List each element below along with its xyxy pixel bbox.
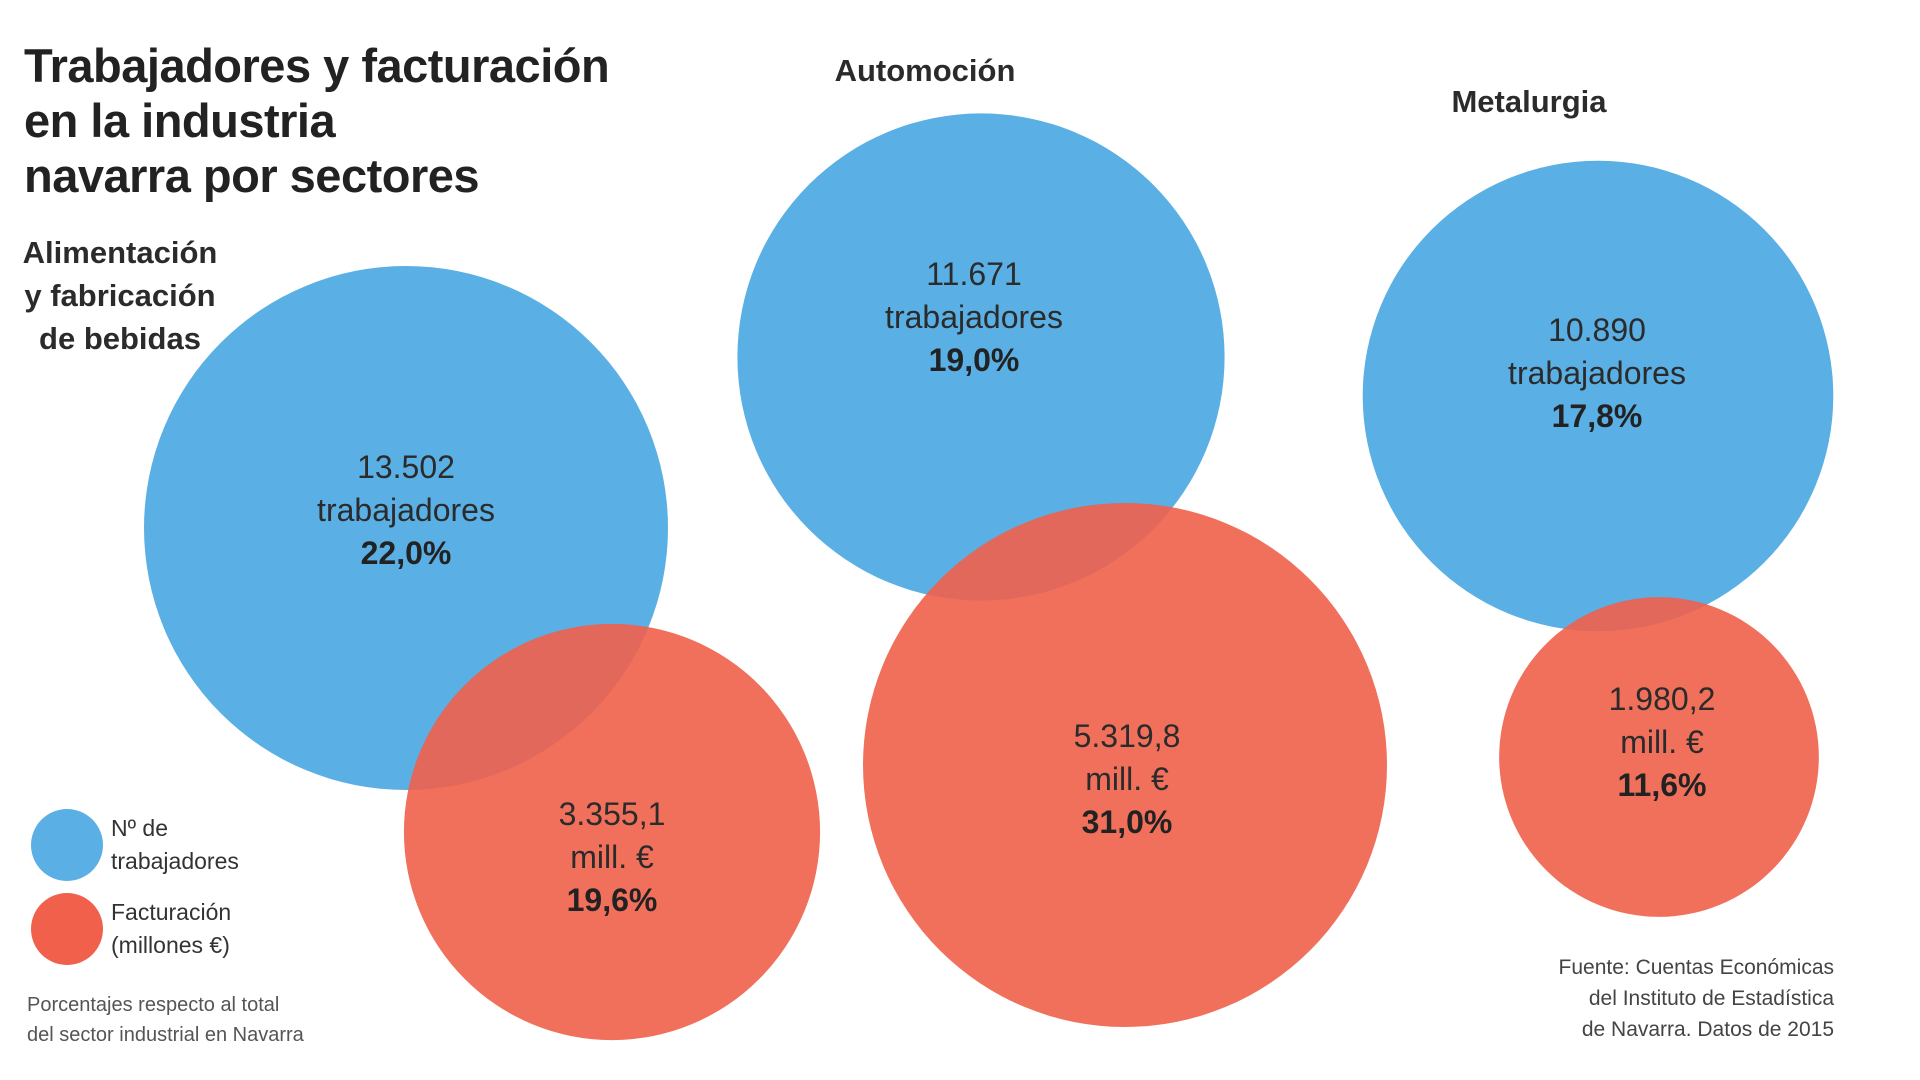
revenue-value-metalurgia: 1.980,2 mill. € bbox=[1609, 681, 1716, 760]
legend-revenue-label: Facturación (millones €) bbox=[111, 899, 231, 958]
percent-note: Porcentajes respecto al total del sector… bbox=[27, 994, 304, 1046]
workers-value-alimentacion: 13.502 trabajadores bbox=[317, 449, 495, 528]
sector-label-alimentacion: Alimentación y fabricación de bebidas bbox=[23, 235, 218, 356]
legend-workers-label: Nº de trabajadores bbox=[111, 815, 239, 874]
workers-pct-metalurgia: 17,8% bbox=[1552, 398, 1643, 434]
revenue-pct-automocion: 31,0% bbox=[1082, 804, 1173, 840]
workers-pct-automocion: 19,0% bbox=[929, 342, 1020, 378]
sector-label-automocion: Automoción bbox=[835, 53, 1016, 88]
revenue-value-alimentacion: 3.355,1 mill. € bbox=[559, 796, 666, 875]
chart-title: Trabajadores y facturación en la industr… bbox=[24, 39, 610, 202]
revenue-bubble-automocion bbox=[863, 503, 1387, 1027]
revenue-pct-alimentacion: 19,6% bbox=[567, 882, 658, 918]
workers-value-metalurgia: 10.890 trabajadores bbox=[1508, 312, 1686, 391]
source-note: Fuente: Cuentas Económicas del Instituto… bbox=[1558, 956, 1834, 1041]
legend-revenue-swatch bbox=[31, 893, 103, 965]
sector-label-metalurgia: Metalurgia bbox=[1451, 84, 1607, 119]
revenue-bubble-alimentacion bbox=[403, 623, 821, 1041]
revenue-pct-metalurgia: 11,6% bbox=[1618, 767, 1707, 803]
workers-pct-alimentacion: 22,0% bbox=[361, 535, 452, 571]
legend-workers-swatch bbox=[31, 809, 103, 881]
workers-bubble-automocion bbox=[737, 113, 1225, 601]
workers-value-automocion: 11.671 trabajadores bbox=[885, 256, 1063, 335]
revenue-bubble-metalurgia bbox=[1499, 597, 1819, 917]
workers-bubble-metalurgia bbox=[1362, 160, 1834, 632]
revenue-value-automocion: 5.319,8 mill. € bbox=[1074, 718, 1181, 797]
